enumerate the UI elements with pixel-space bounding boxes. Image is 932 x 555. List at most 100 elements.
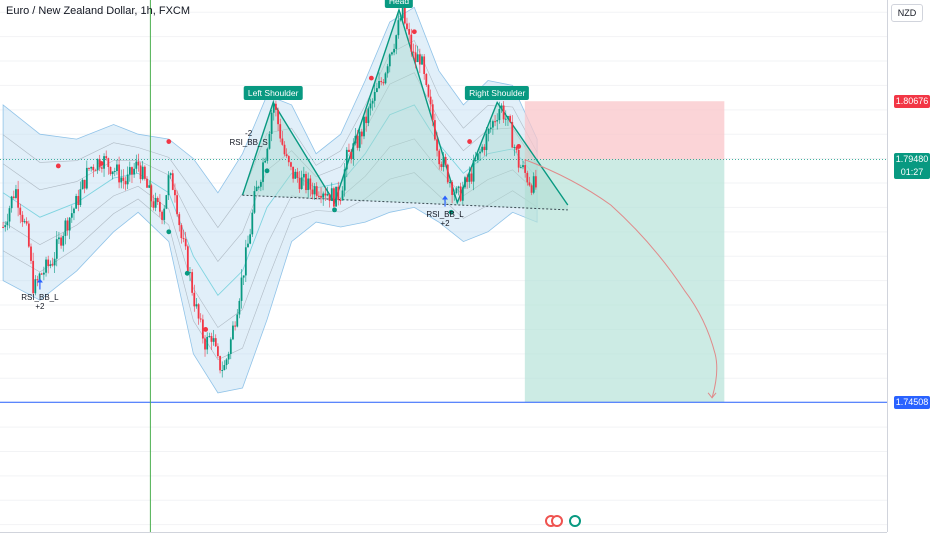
candle-body <box>285 154 288 157</box>
event-icon[interactable] <box>551 515 563 527</box>
candle-body <box>337 186 340 201</box>
candle-body <box>81 179 84 190</box>
candle-body <box>343 169 346 191</box>
inner-band-line <box>2 138 538 328</box>
candle-body <box>330 188 333 201</box>
currency-button[interactable]: NZD <box>891 4 923 22</box>
pattern-label: Right Shoulder <box>465 86 530 101</box>
candle-body <box>440 164 443 168</box>
candle-body <box>406 23 408 30</box>
candle-body <box>182 238 185 240</box>
candle-body <box>214 338 217 347</box>
stop-loss-zone <box>524 101 725 160</box>
candle-body <box>152 201 155 208</box>
candle-body <box>176 195 178 215</box>
candle-body <box>287 156 290 163</box>
signal-label-text: RSI_BB_L <box>426 209 464 219</box>
candle-body <box>165 195 168 209</box>
candle-body <box>360 131 363 137</box>
candle-body <box>103 156 105 169</box>
candle-body <box>345 149 348 170</box>
candle-body <box>206 336 209 350</box>
candle-body <box>75 196 78 209</box>
time-axis[interactable] <box>0 532 887 551</box>
candle-body <box>90 166 93 169</box>
candle-body <box>451 182 453 195</box>
candle-body <box>178 214 181 226</box>
signal-dot <box>264 168 270 174</box>
candle-body <box>94 170 97 172</box>
pattern-outline <box>241 7 569 206</box>
signal-dot <box>467 139 472 144</box>
projection-path <box>524 159 718 398</box>
candle-body <box>397 20 400 36</box>
candle-body <box>143 166 146 179</box>
candle-body <box>107 158 110 167</box>
candle-body <box>528 182 531 186</box>
signal-dot <box>448 209 454 215</box>
candle-body <box>10 196 13 209</box>
candle-body <box>253 191 256 213</box>
signal-dot <box>166 229 172 235</box>
candle-body <box>373 91 376 101</box>
candle-body <box>313 186 316 195</box>
candle-body <box>148 185 151 188</box>
price-tag-value: 1.74508 <box>895 396 929 407</box>
candle-body <box>135 161 138 169</box>
candle-body <box>442 156 445 168</box>
price-axis[interactable] <box>887 0 932 532</box>
candle-body <box>421 56 423 65</box>
inner-band-line <box>2 40 538 229</box>
candle-body <box>255 186 258 192</box>
signal-label-value: +2 <box>35 301 45 311</box>
candle-body <box>504 118 507 120</box>
candle-body <box>326 194 329 196</box>
candle-body <box>96 159 99 171</box>
candle-body <box>83 179 86 189</box>
candle-body <box>470 173 473 182</box>
candle-body <box>526 172 529 183</box>
signal-label: -2 RSI_BB_S <box>229 129 267 147</box>
signal-label-text: RSI_BB_L <box>21 292 59 302</box>
candle-body <box>36 279 39 281</box>
candle-body <box>524 165 527 173</box>
candle-body <box>363 116 365 137</box>
candle-body <box>444 156 447 165</box>
candle-body <box>232 325 234 340</box>
signal-dot <box>411 29 417 35</box>
candle-body <box>45 259 47 273</box>
candle-body <box>438 150 441 165</box>
candle-body <box>146 178 148 188</box>
candle-body <box>262 162 264 182</box>
candle-body <box>369 103 372 109</box>
candle-body <box>266 148 269 161</box>
event-icon[interactable] <box>569 515 581 527</box>
candle-body <box>403 6 406 24</box>
signal-dot <box>332 207 337 213</box>
candle-body <box>208 336 211 338</box>
candle-body <box>150 185 153 202</box>
candle-body <box>281 138 284 145</box>
candle-body <box>6 221 9 226</box>
candle-body <box>128 167 131 175</box>
price-tag: 1.80676 <box>894 94 930 108</box>
candle-body <box>156 198 159 202</box>
candle-body <box>446 164 449 183</box>
candle-body <box>17 189 20 208</box>
signal-dot <box>166 139 172 144</box>
candle-body <box>517 149 520 168</box>
candle-body <box>55 239 58 259</box>
candle-body <box>47 259 50 266</box>
candle-body <box>191 272 194 293</box>
candle-body <box>496 120 499 122</box>
candle-body <box>367 108 370 124</box>
candle-body <box>328 194 331 201</box>
candle-body <box>279 124 282 139</box>
candle-body <box>461 187 464 201</box>
candle-body <box>388 54 391 67</box>
pattern-label: Head <box>384 0 414 8</box>
candle-body <box>277 109 279 125</box>
signal-label: RSI_BB_L +2 <box>21 293 58 311</box>
